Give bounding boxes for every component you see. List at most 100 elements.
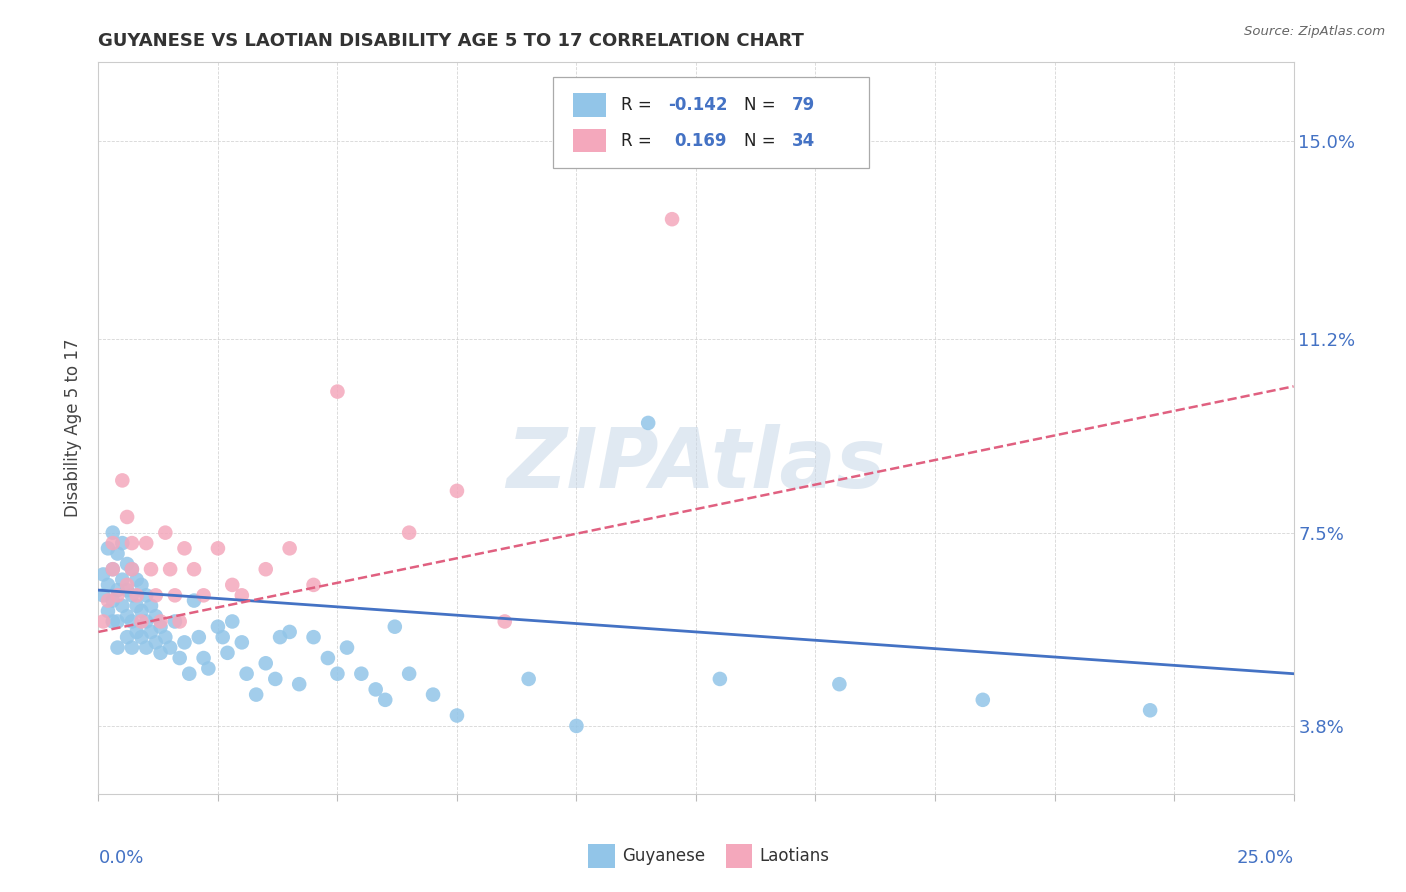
FancyBboxPatch shape (553, 77, 869, 169)
Text: R =: R = (620, 95, 657, 114)
Point (231, 635, 253, 649)
Point (278, 624, 301, 639)
Point (207, 541, 229, 556)
Point (131, 630, 153, 644)
Point (155, 525, 177, 540)
Point (91, 615, 114, 629)
Point (145, 635, 167, 649)
Point (1139, 703, 1161, 717)
Point (91, 567, 114, 582)
Point (159, 562, 181, 576)
Point (135, 615, 157, 629)
Point (131, 604, 153, 618)
Point (254, 657, 277, 671)
Point (115, 578, 138, 592)
Point (145, 609, 167, 624)
Point (302, 630, 325, 644)
Point (278, 541, 301, 556)
Point (183, 593, 205, 607)
Point (131, 615, 153, 629)
Point (121, 640, 143, 655)
Point (121, 536, 143, 550)
Point (326, 384, 349, 399)
Point (107, 640, 129, 655)
Point (336, 640, 359, 655)
Point (828, 677, 851, 691)
Point (163, 615, 186, 629)
Point (374, 693, 396, 707)
Point (139, 599, 162, 613)
Point (121, 562, 143, 576)
Point (193, 588, 215, 602)
Point (211, 630, 233, 644)
Text: 0.0%: 0.0% (98, 849, 143, 867)
Point (139, 624, 162, 639)
Point (101, 593, 124, 607)
Point (139, 562, 162, 576)
Point (125, 588, 148, 602)
Point (101, 615, 124, 629)
Point (135, 536, 157, 550)
Point (115, 583, 138, 598)
FancyBboxPatch shape (589, 845, 614, 868)
Point (350, 666, 373, 681)
Point (398, 666, 420, 681)
Text: 79: 79 (792, 95, 815, 114)
Text: Guyanese: Guyanese (621, 847, 704, 865)
Point (446, 708, 468, 723)
Point (972, 693, 994, 707)
Point (169, 651, 191, 665)
Point (231, 588, 253, 602)
Point (135, 588, 157, 602)
Point (115, 630, 138, 644)
Point (121, 588, 143, 602)
Text: 34: 34 (792, 132, 815, 150)
Point (173, 541, 195, 556)
Point (115, 510, 138, 524)
Point (179, 666, 201, 681)
Point (97, 604, 120, 618)
Point (193, 651, 215, 665)
Point (221, 578, 243, 592)
Point (107, 588, 129, 602)
Point (187, 630, 209, 644)
Point (149, 620, 172, 634)
Point (173, 635, 195, 649)
Point (565, 719, 588, 733)
Point (235, 666, 257, 681)
Point (637, 416, 659, 430)
Point (159, 640, 181, 655)
Point (155, 630, 177, 644)
FancyBboxPatch shape (572, 129, 606, 153)
Text: Laotians: Laotians (759, 847, 830, 865)
Point (169, 615, 191, 629)
Point (125, 624, 148, 639)
Point (111, 599, 134, 613)
Text: Source: ZipAtlas.com: Source: ZipAtlas.com (1244, 25, 1385, 38)
FancyBboxPatch shape (725, 845, 752, 868)
Point (288, 677, 311, 691)
FancyBboxPatch shape (572, 93, 606, 117)
Point (97, 593, 120, 607)
Point (326, 666, 349, 681)
Point (221, 615, 243, 629)
Point (115, 609, 138, 624)
Point (217, 646, 239, 660)
Point (446, 483, 468, 498)
Point (269, 630, 291, 644)
Point (101, 562, 124, 576)
Text: 0.169: 0.169 (675, 132, 727, 150)
Point (316, 651, 339, 665)
Point (121, 562, 143, 576)
Point (107, 615, 129, 629)
Point (254, 562, 277, 576)
Point (101, 536, 124, 550)
Point (107, 547, 129, 561)
Point (97, 578, 120, 592)
Point (111, 536, 134, 550)
Point (107, 583, 129, 598)
Point (115, 557, 138, 571)
Point (97, 541, 120, 556)
Point (398, 525, 420, 540)
Point (709, 672, 731, 686)
